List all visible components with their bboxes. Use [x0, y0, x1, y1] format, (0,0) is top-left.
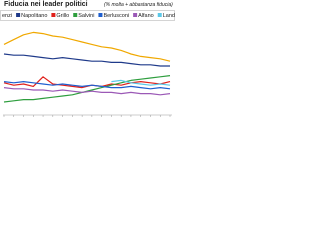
series-line: [3, 81, 171, 90]
legend-swatch: [157, 13, 162, 17]
legend-swatch: [51, 13, 56, 17]
legend-swatch: [98, 13, 103, 17]
legend-text: Salvini: [78, 13, 94, 19]
legend-text: Berlusconi: [103, 13, 129, 19]
legend-text: Alfano: [138, 13, 154, 19]
series-line: [3, 31, 171, 62]
series-line: [111, 79, 171, 86]
series-line: [3, 75, 171, 103]
legend-swatch: [133, 13, 138, 17]
chart-subtitle: (% molta + abbastanza fiducia): [104, 2, 173, 8]
legend-swatch: [16, 13, 21, 17]
series-line: [3, 53, 170, 67]
chart: Fiducia nei leader politici (% molta + a…: [0, 1, 175, 117]
legend-text: Grillo: [56, 13, 69, 19]
legend-swatch: [73, 13, 78, 17]
legend-text: Landini: [163, 13, 175, 19]
chart-title: Fiducia nei leader politici: [4, 1, 88, 8]
series-line: [3, 87, 171, 96]
legend-text: Napolitano: [21, 13, 47, 19]
legend-box: [0, 10, 175, 21]
legend-text: enzi: [2, 13, 12, 19]
